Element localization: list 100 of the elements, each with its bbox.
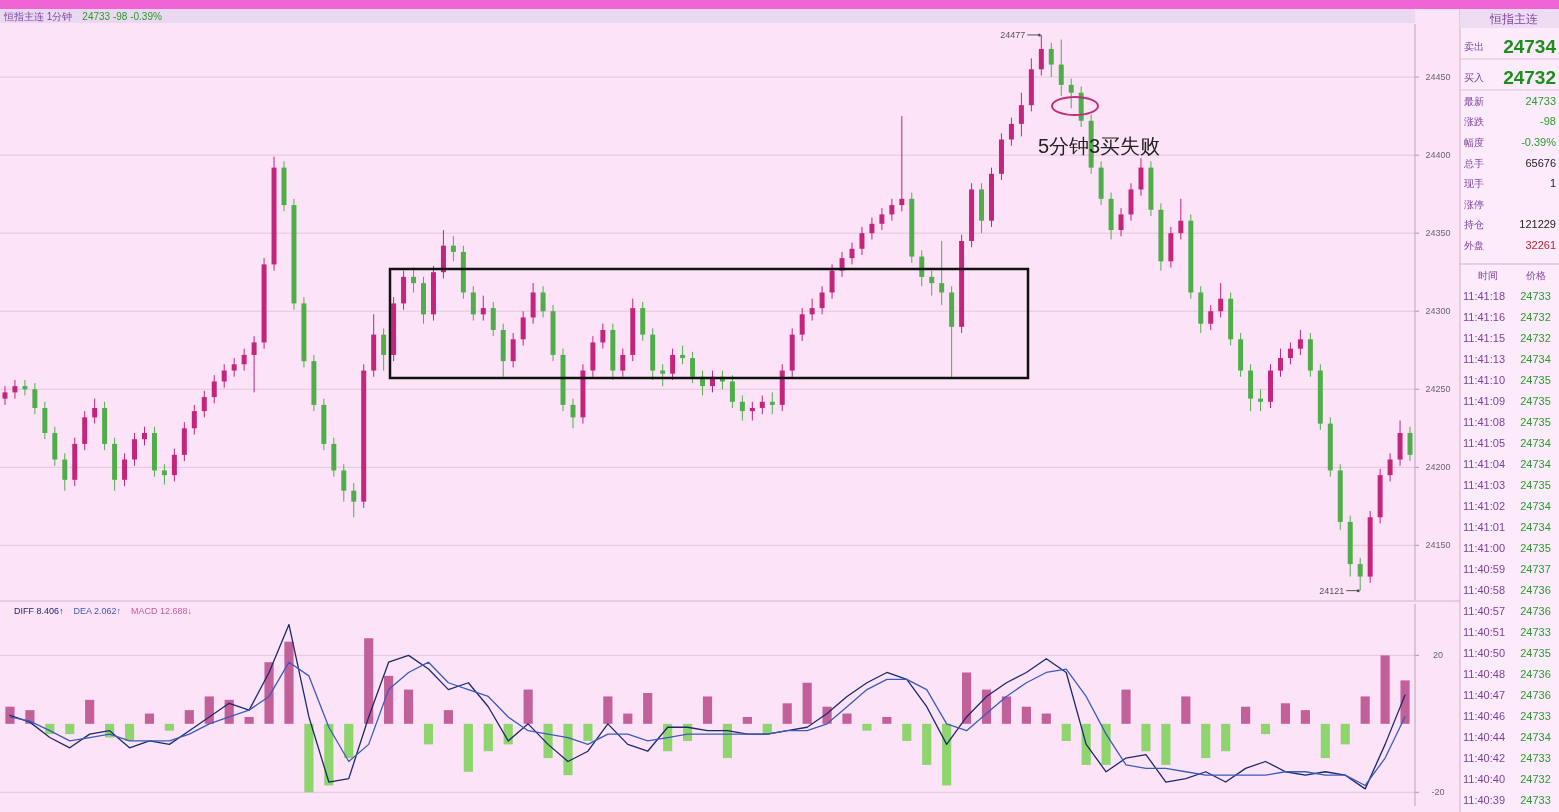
data-label: 24735 (1520, 647, 1551, 660)
y-tick-label: 24300 (1425, 306, 1451, 317)
cell: 24734 (1512, 348, 1559, 369)
annotation: 24477 (1000, 29, 1026, 40)
cell: 24733 (1512, 285, 1559, 306)
y-tick-label: 11:40:57 (1463, 605, 1505, 618)
bar (403, 689, 414, 724)
bar (643, 693, 653, 724)
cell: 24736 (1512, 663, 1559, 684)
annotation: 24477 (1000, 29, 1041, 40)
cell: 24736 (1512, 579, 1559, 600)
data-label: 24733 (1520, 710, 1551, 723)
bar (1320, 723, 1330, 759)
y-tick-label: 20 (1433, 650, 1443, 661)
cell: 24734 (1512, 453, 1559, 474)
y-tick-label: 24450 (1425, 72, 1451, 83)
row-label: 现手 (1464, 178, 1484, 190)
y-tick-label: 24150 (1425, 540, 1451, 551)
bar (523, 689, 533, 724)
y-tick-label: 11:40:42 (1463, 752, 1505, 765)
data-label: 24734 (1520, 500, 1551, 513)
y-tick-label: 11:40:59 (1463, 563, 1505, 576)
row-label: 幅度 (1464, 137, 1484, 149)
cell: 24732 (1512, 306, 1559, 327)
bar (603, 696, 613, 724)
bar (184, 710, 194, 724)
bar (324, 723, 334, 786)
bar (563, 723, 573, 776)
bar (1260, 723, 1271, 735)
y-tick-label: 24350 (1425, 228, 1451, 239)
y-tick-label: 11:40:48 (1463, 668, 1505, 681)
bar (842, 713, 852, 724)
y-tick-label: 11:41:15 (1463, 332, 1505, 345)
bar (124, 723, 135, 741)
cell: 24735 (1512, 537, 1559, 558)
y-tick-label: 11:40:40 (1463, 773, 1505, 786)
y-tick-label: 11:40:50 (1463, 647, 1505, 660)
y-tick-label: 11:40:39 (1463, 794, 1505, 807)
data-label: 24732 (1520, 332, 1551, 345)
bar (782, 703, 792, 724)
y-tick-label: 11:41:02 (1463, 500, 1505, 513)
bar (1021, 706, 1031, 724)
bar (1141, 723, 1151, 752)
bar (623, 713, 633, 724)
bar (423, 723, 434, 745)
y-tick-label: -20 (1431, 787, 1445, 798)
y-tick-label: 11:41:04 (1463, 458, 1505, 471)
cell: 24732 (1512, 327, 1559, 348)
bar (1041, 713, 1051, 724)
bar (1181, 696, 1191, 724)
data-label: 24737 (1520, 563, 1551, 576)
data-label: 24733 (1520, 290, 1551, 303)
bar (65, 723, 75, 735)
y-tick-label: 11:41:13 (1463, 353, 1505, 366)
bar (802, 682, 812, 724)
cell: 24735 (1512, 369, 1559, 390)
cell: 24734 (1512, 726, 1559, 747)
cell: 24733 (1512, 789, 1559, 810)
bar (882, 716, 892, 724)
annotation: 24121 (1319, 585, 1360, 596)
bar (1360, 696, 1370, 724)
bar (902, 723, 912, 741)
data-label: 24733 (1520, 752, 1551, 765)
bar (702, 696, 713, 724)
bar (543, 723, 553, 759)
bar (1340, 723, 1350, 745)
bar (922, 723, 932, 765)
data-label: 24736 (1520, 584, 1551, 597)
bar (284, 641, 294, 724)
data-label: 24734 (1520, 458, 1551, 471)
y-tick-label: 11:41:10 (1463, 374, 1505, 387)
y-tick-label: 24400 (1425, 150, 1451, 161)
row-value: -98 (1540, 115, 1556, 128)
bar (204, 696, 214, 724)
data-label: 24734 (1520, 353, 1551, 366)
row-label: 买入 (1464, 72, 1484, 84)
bar (1061, 723, 1071, 741)
row-value: 1 (1549, 177, 1556, 190)
row-value: 65676 (1525, 156, 1556, 169)
data-label: 24734 (1520, 437, 1551, 450)
bar (443, 710, 453, 724)
bar (1380, 655, 1390, 724)
cell: 24737 (1512, 558, 1559, 579)
row-label: 外盘 (1464, 240, 1484, 252)
row-value: 32261 (1525, 239, 1556, 252)
bar (463, 723, 473, 772)
title: 恒指主连 (1490, 12, 1538, 26)
row-value: -0.39% (1521, 136, 1556, 149)
data-label: 24733 (1520, 794, 1551, 807)
bar (304, 723, 314, 793)
bar (1280, 703, 1291, 724)
y-tick-label: 11:41:01 (1463, 521, 1505, 534)
bar (264, 662, 274, 724)
bar (1241, 706, 1251, 724)
cell: 24735 (1512, 642, 1559, 663)
bar (1101, 723, 1111, 765)
data-label: 24733 (1520, 626, 1551, 639)
row-value: 24733 (1525, 94, 1556, 107)
bar (742, 716, 752, 724)
bar (962, 672, 972, 724)
